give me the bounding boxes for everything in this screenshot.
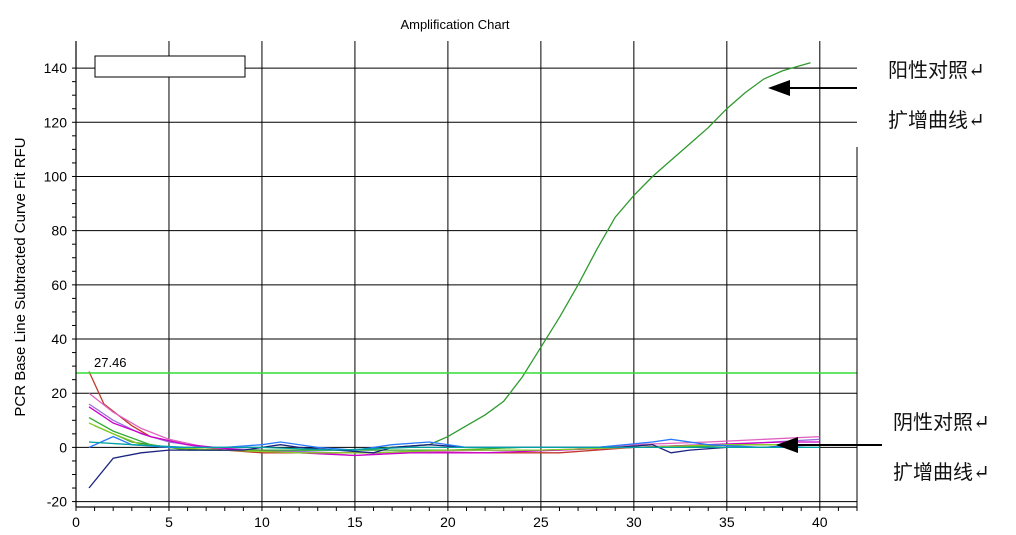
y-axis-label: PCR Base Line Subtracted Curve Fit RFU <box>12 137 29 416</box>
y-tick-label: 100 <box>44 168 68 184</box>
amplification-curve <box>88 441 820 451</box>
y-tick-label: 80 <box>51 223 67 239</box>
y-tick-label: 60 <box>51 277 67 293</box>
amplification-curve <box>88 444 820 489</box>
y-tick-label: 140 <box>44 60 68 76</box>
chart-title: Amplification Chart <box>400 17 509 32</box>
x-tick-label: 5 <box>165 514 173 530</box>
x-tick-label: 35 <box>719 514 735 530</box>
positive-arrow-head <box>768 80 790 96</box>
plot-area <box>76 41 857 507</box>
y-tick-label: 20 <box>51 385 67 401</box>
x-tick-label: 25 <box>533 514 549 530</box>
y-tick-label: 40 <box>51 331 67 347</box>
x-tick-label: 30 <box>626 514 642 530</box>
y-tick-label: -20 <box>47 494 67 510</box>
negative-control-label: 阴性对照↵ <box>893 410 990 434</box>
x-tick-label: 15 <box>347 514 363 530</box>
y-tick-label: 0 <box>59 439 67 455</box>
legend-box <box>94 55 246 78</box>
x-tick-label: 40 <box>812 514 828 530</box>
x-tick-label: 20 <box>440 514 456 530</box>
negative-arrow-head <box>776 437 798 453</box>
negative-amplification-label: 扩增曲线↵ <box>893 460 990 484</box>
positive-control-label: 阳性对照↵ <box>888 58 985 82</box>
x-tick-label: 0 <box>72 514 80 530</box>
positive-amplification-label: 扩增曲线↵ <box>888 108 985 132</box>
amplification-curve <box>88 435 820 451</box>
x-tick-label: 10 <box>254 514 270 530</box>
y-tick-label: 120 <box>44 114 68 130</box>
threshold-label: 27.46 <box>94 355 127 370</box>
